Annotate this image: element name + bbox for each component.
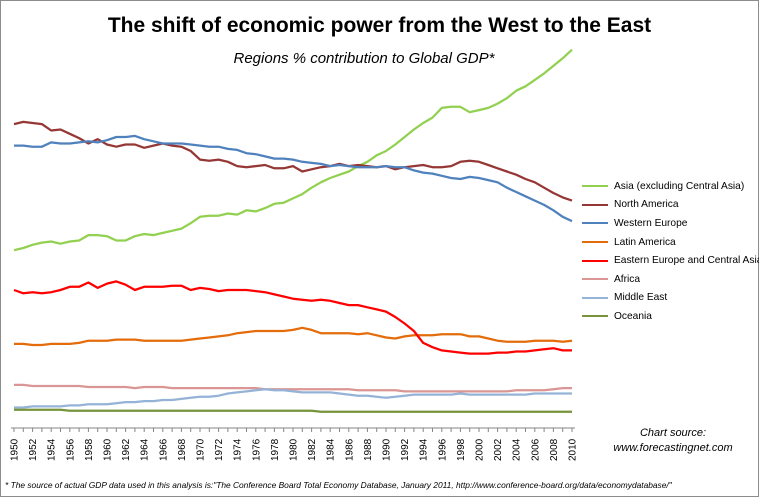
x-tick-label: 2000 bbox=[475, 438, 486, 461]
x-tick-label: 2002 bbox=[493, 438, 504, 461]
series-line-1 bbox=[13, 120, 573, 202]
footnote: * The source of actual GDP data used in … bbox=[5, 480, 672, 490]
legend-swatch bbox=[582, 222, 608, 225]
legend-label: Asia (excluding Central Asia) bbox=[614, 180, 745, 192]
legend: Asia (excluding Central Asia) North Ameri… bbox=[582, 177, 759, 326]
legend-swatch bbox=[582, 185, 608, 188]
x-tick-label: 1950 bbox=[10, 438, 21, 461]
x-tick-label: 2008 bbox=[549, 438, 560, 461]
x-tick-label: 1978 bbox=[270, 438, 281, 461]
x-tick-label: 1992 bbox=[400, 438, 411, 461]
series-line-0 bbox=[13, 48, 573, 252]
x-tick-label: 1972 bbox=[214, 438, 225, 461]
legend-label: Oceania bbox=[614, 310, 652, 322]
legend-item: North America bbox=[582, 196, 757, 215]
x-tick-label: 1966 bbox=[158, 438, 169, 461]
legend-label: Western Europe bbox=[614, 217, 688, 229]
legend-item: Eastern Europe and Central Asia bbox=[582, 251, 759, 270]
x-tick-label: 1976 bbox=[251, 438, 262, 461]
legend-swatch bbox=[582, 259, 608, 262]
legend-swatch bbox=[582, 278, 608, 281]
x-tick-label: 1968 bbox=[177, 438, 188, 461]
x-tick-label: 1996 bbox=[437, 438, 448, 461]
chart-subtitle: Regions % contribution to Global GDP* bbox=[233, 50, 495, 67]
series-line-3 bbox=[14, 326, 573, 347]
legend-item: Latin America bbox=[582, 233, 757, 252]
x-tick-label: 1998 bbox=[456, 438, 467, 461]
legend-item: Oceania bbox=[582, 307, 757, 326]
x-tick-label: 1958 bbox=[84, 438, 95, 461]
legend-item: Asia (excluding Central Asia) bbox=[582, 177, 757, 196]
legend-swatch bbox=[582, 296, 608, 299]
x-axis-ticks: 1950 1952 1954 1956 1958 1960 1962 1964 1966 1968… bbox=[10, 428, 579, 461]
x-tick-label: 1990 bbox=[382, 438, 393, 461]
x-tick-label: 1964 bbox=[140, 438, 151, 461]
x-tick-label: 1962 bbox=[121, 438, 132, 461]
x-tick-label: 1984 bbox=[326, 438, 337, 461]
x-tick-label: 1956 bbox=[65, 438, 76, 461]
x-tick-label: 1982 bbox=[307, 438, 318, 461]
x-tick-label: 1952 bbox=[28, 438, 39, 461]
x-tick-label: 1960 bbox=[103, 438, 114, 461]
chart-source-note: Chart source: www.forecastingnet.com bbox=[598, 426, 748, 456]
x-tick-label: 2010 bbox=[568, 438, 579, 461]
legend-item: Africa bbox=[582, 270, 757, 289]
series-line-7 bbox=[14, 408, 572, 413]
series-line-4 bbox=[13, 280, 572, 355]
x-tick-label: 1994 bbox=[419, 438, 430, 461]
series-layer bbox=[13, 48, 573, 413]
legend-swatch bbox=[582, 315, 608, 318]
legend-item: Middle East bbox=[582, 289, 757, 308]
legend-label: North America bbox=[614, 199, 679, 211]
chart-source-label: Chart source: bbox=[639, 427, 707, 439]
legend-label: Eastern Europe and Central Asia bbox=[614, 255, 759, 267]
series-line-2 bbox=[14, 134, 573, 223]
x-tick-label: 1988 bbox=[363, 438, 374, 461]
legend-swatch bbox=[582, 241, 608, 244]
x-tick-label: 1954 bbox=[47, 438, 58, 461]
series-line-6 bbox=[14, 388, 572, 409]
x-tick-label: 1974 bbox=[233, 438, 244, 461]
chart-title: The shift of economic power from the Wes… bbox=[107, 14, 652, 37]
legend-swatch bbox=[582, 203, 608, 206]
x-tick-label: 1980 bbox=[289, 438, 300, 461]
legend-item: Western Europe bbox=[582, 214, 757, 233]
x-tick-label: 1986 bbox=[344, 438, 355, 461]
chart-source-url: www.forecastingnet.com bbox=[613, 442, 733, 454]
legend-label: Middle East bbox=[614, 292, 668, 304]
x-tick-label: 2006 bbox=[530, 438, 541, 461]
series-line-5 bbox=[14, 383, 572, 393]
x-tick-label: 1970 bbox=[196, 438, 207, 461]
legend-label: Latin America bbox=[614, 236, 676, 248]
x-tick-label: 2004 bbox=[512, 438, 523, 461]
legend-label: Africa bbox=[614, 273, 641, 285]
